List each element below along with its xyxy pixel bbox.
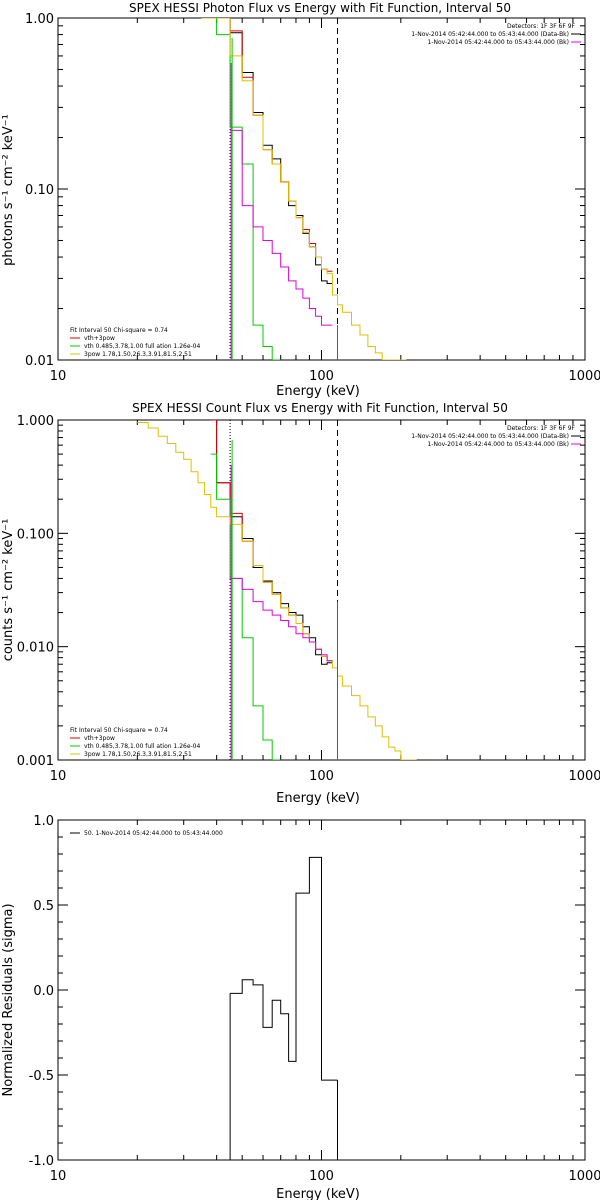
count-flux-title: SPEX HESSI Count Flux vs Energy with Fit… [132, 401, 508, 415]
plot-area [137, 420, 417, 760]
x-tick-label: 10 [50, 769, 67, 784]
plot-area [201, 18, 407, 360]
series-3pow [201, 18, 407, 360]
legend-label: 3pow 1.78,1.50,26.3,3.91,81.5,2.51 [84, 351, 192, 358]
legend-label: 50. 1-Nov-2014 05:42:44.000 to 05:43:44.… [84, 830, 223, 837]
x-tick-label: 100 [309, 1169, 334, 1184]
residuals-panel: Energy (keV) Normalized Residuals (sigma… [1, 814, 600, 1202]
x-tick-label: 100 [309, 769, 334, 784]
legend-label: vth 0.485,3.78,1.00 full ation 1.26e-04 [84, 743, 200, 750]
series-50 [230, 856, 338, 1081]
series-vth [201, 18, 281, 360]
legend-detectors: Detectors: 1F 3F 6F 9F [507, 425, 576, 432]
series-vth [210, 453, 281, 760]
y-tick-label: 0.100 [17, 527, 54, 542]
x-tick-label: 100 [309, 369, 334, 384]
series-data-bk [210, 420, 333, 665]
photon-flux-xlabel: Energy (keV) [276, 384, 360, 399]
y-tick-label: 0.5 [33, 899, 54, 914]
residuals-xlabel: Energy (keV) [276, 1187, 360, 1200]
x-tick-label: 10 [50, 1169, 67, 1184]
series-bk [230, 577, 333, 662]
series-bk [230, 129, 333, 326]
series-vth-3pow [201, 18, 333, 272]
legend-label: 1-Nov-2014 05:42:44.000 to 05:43:44.000 … [411, 31, 569, 38]
legend-label: vth 0.485,3.78,1.00 full ation 1.26e-04 [84, 343, 200, 350]
y-tick-label: 0.10 [25, 183, 54, 198]
series-vth-3pow [210, 420, 333, 662]
legend-label: 1-Nov-2014 05:42:44.000 to 05:43:44.000 … [427, 39, 569, 46]
x-tick-label: 10 [50, 369, 67, 384]
photon-flux-ylabel: photons s⁻¹ cm⁻² keV⁻¹ [1, 114, 16, 266]
x-tick-label: 1000 [568, 369, 600, 384]
legend-label: vth+3pow [84, 335, 115, 342]
count-flux-panel: SPEX HESSI Count Flux vs Energy with Fit… [1, 401, 600, 806]
y-tick-label: 1.0 [33, 814, 54, 829]
plot-area [229, 856, 338, 1160]
photon-flux-panel: SPEX HESSI Photon Flux vs Energy with Fi… [1, 1, 600, 399]
x-tick-label: 1000 [568, 1169, 600, 1184]
y-tick-label: 1.000 [17, 414, 54, 429]
series-3pow [137, 422, 417, 760]
plot-frame [57, 17, 586, 361]
residuals-ylabel: Normalized Residuals (sigma) [1, 903, 16, 1096]
y-tick-label: -1.0 [29, 1154, 54, 1169]
legend-label: vth+3pow [84, 735, 115, 742]
y-tick-label: 0.01 [25, 354, 54, 369]
y-tick-label: 1.00 [25, 12, 54, 27]
y-tick-label: 0.0 [33, 984, 54, 999]
legend-label: 1-Nov-2014 05:42:44.000 to 05:43:44.000 … [411, 433, 569, 440]
photon-flux-title: SPEX HESSI Photon Flux vs Energy with Fi… [129, 1, 511, 15]
y-tick-label: 0.001 [17, 754, 54, 769]
count-flux-ylabel: counts s⁻¹ cm⁻² keV⁻¹ [1, 519, 16, 662]
y-tick-label: 0.010 [17, 641, 54, 656]
count-flux-xlabel: Energy (keV) [276, 791, 360, 806]
plot-frame [57, 419, 586, 761]
legend-label: 1-Nov-2014 05:42:44.000 to 05:43:44.000 … [427, 441, 569, 448]
legend-label: 3pow 1.78,1.50,26.3,3.91,81.5,2.51 [84, 751, 192, 758]
y-tick-label: -0.5 [29, 1069, 54, 1084]
x-tick-label: 1000 [568, 769, 600, 784]
legend-fit-header: Fit Interval 50 Chi-square = 0.74 [70, 727, 168, 734]
legend-detectors: Detectors: 1F 3F 6F 9F [507, 23, 576, 30]
legend-fit-header: Fit Interval 50 Chi-square = 0.74 [70, 327, 168, 334]
